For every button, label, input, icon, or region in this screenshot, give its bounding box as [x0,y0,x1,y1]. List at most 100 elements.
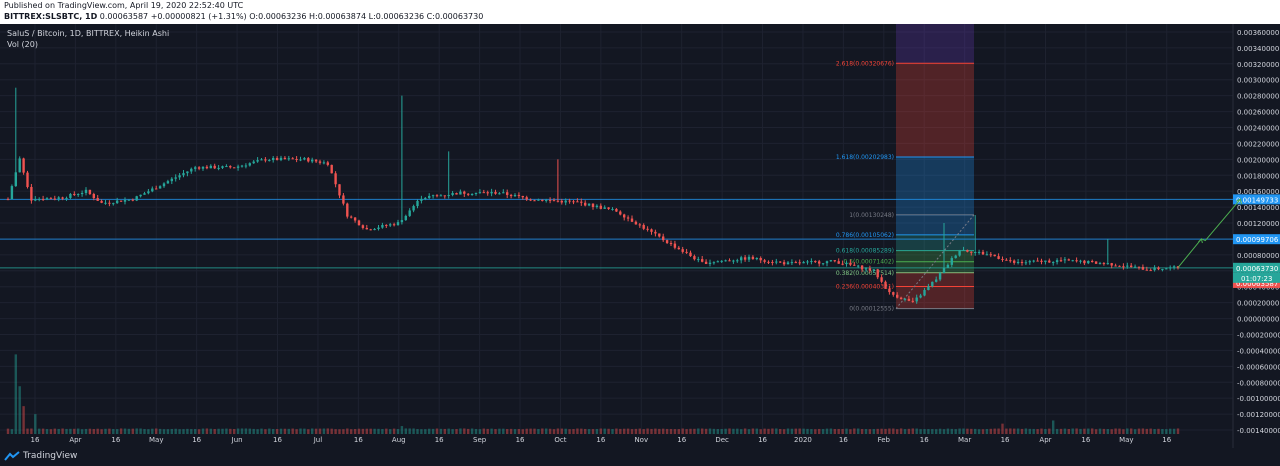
candle-body [1075,260,1078,262]
volume-bar [350,429,353,434]
volume-bar [1145,428,1148,434]
candle-body [166,181,170,184]
volume-bar [104,428,107,434]
candle-body [127,199,131,201]
x-tick-label: Aug [392,436,406,444]
candle-body [915,297,918,302]
candle-body [26,172,29,187]
volume-bar [322,428,326,434]
volume-bar [1126,428,1129,434]
candle-body [677,247,680,250]
volume-bar [57,428,60,434]
price-chart[interactable]: 0.00360000 0.00340000 0.00320000 0.00300000… [0,24,1280,448]
candle-body [580,201,583,203]
candle-body [205,166,209,169]
candle-body [864,268,868,270]
volume-bar [802,428,805,434]
candle-body [318,161,322,163]
volume-bar [420,429,423,434]
candle-body [942,267,946,274]
candle-body [1098,263,1102,265]
volume-bar [131,428,134,434]
volume-bar [634,428,638,434]
volume-bar [623,428,626,434]
candle-body [84,189,88,193]
candle-body [537,199,540,201]
volume-bar [860,429,864,434]
y-tick-label: 0.00200000 [1237,156,1279,164]
candle-body [763,260,766,262]
candle-body [229,166,232,168]
candle-body [747,256,751,260]
ohlc-line: BITTREX:SLSBTC, 1D 0.00063587 +0.0000082… [4,12,483,21]
brand: TradingView [4,451,77,461]
volume-bar [279,428,283,434]
volume-bar [205,428,209,434]
volume-bar [342,429,345,434]
volume-bar [603,428,606,434]
countdown-bg [1233,272,1280,283]
volume-bar [365,428,368,434]
y-tick-label: 0.00020000 [1237,300,1279,308]
candle-body [845,262,848,265]
volume-bar [673,429,677,434]
candle-body [248,163,251,166]
volume-bar [689,428,692,434]
volume-bar [361,428,365,434]
candle-body [966,249,969,252]
candle-body [821,263,825,265]
volume-bar [981,429,985,434]
volume-bar [311,428,314,434]
volume-bar [509,428,513,434]
candle-body [213,165,216,169]
candle-body [841,263,844,265]
volume-bar [1094,429,1098,434]
candle-body [490,191,493,194]
candle-body [759,257,762,261]
volume-bar [1114,428,1117,434]
volume-bar [1083,428,1086,434]
candle-body [61,197,64,199]
candle-body [272,158,275,161]
candle-body [45,198,49,200]
volume-bar [782,429,786,434]
candle-body [1005,259,1008,261]
candle-body [704,261,708,264]
candle-body [829,260,833,262]
volume-bar [611,429,614,434]
x-tick-label: May [1119,436,1133,444]
y-tick-label: 0.00180000 [1237,172,1279,180]
volume-bar [377,428,380,434]
volume-bar [1005,428,1008,434]
volume-bar [1091,428,1094,434]
volume-bar [252,428,255,434]
candle-body [790,262,794,264]
volume-bar [907,428,911,434]
candle-body [244,165,248,167]
volume-bar [529,428,532,434]
candle-body [1067,259,1070,261]
candle-body [724,260,727,262]
volume-bar [334,429,337,434]
candle-body [283,157,287,160]
candle-body [236,166,240,168]
candle-body [287,158,290,160]
volume-bar [740,429,743,434]
candle-body [985,254,989,256]
candle-body [517,194,521,196]
volume-bar [685,429,688,434]
candle-body [548,199,552,201]
candle-body [919,295,922,298]
volume-bar [1024,428,1028,434]
open-label: O: [249,12,259,21]
candle-body [1110,263,1113,266]
y-tick-label: 0.00340000 [1237,45,1279,53]
volume-bar [190,429,193,434]
volume-bar [260,428,263,434]
y-tick-label: -0.00080000 [1237,379,1280,387]
volume-bar [38,428,41,434]
candle-body [1052,262,1055,264]
candle-body [303,158,306,160]
volume-bar [946,428,950,434]
volume-bar [455,429,458,434]
